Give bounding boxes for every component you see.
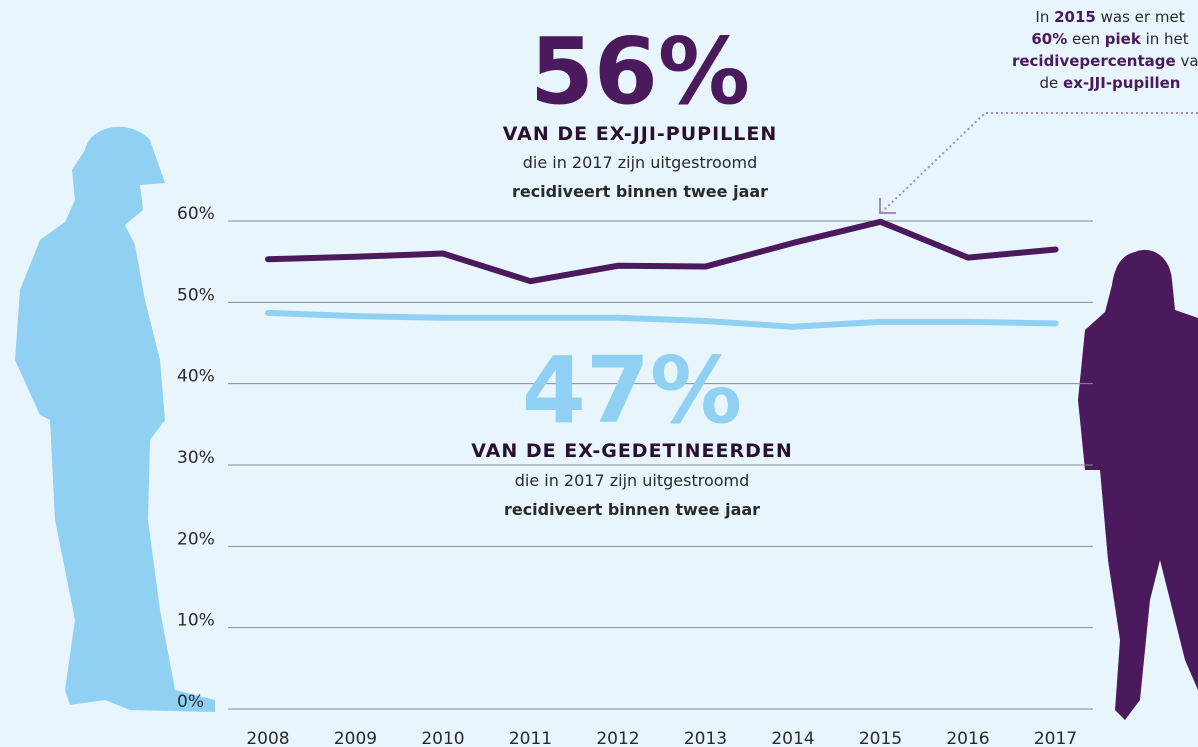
annotation-text: was er met: [1096, 8, 1185, 26]
x-tick-label: 2017: [1034, 729, 1077, 747]
callout-heading: VAN DE EX-JJI-PUPILLEN: [503, 123, 778, 145]
callout-line: die in 2017 zijn uitgestroomd: [523, 153, 758, 172]
x-tick-label: 2016: [946, 729, 989, 747]
annotation-text: van: [1176, 52, 1198, 70]
y-tick-label: 40%: [177, 367, 215, 387]
y-tick-label: 0%: [177, 692, 204, 712]
woman-silhouette: [1078, 249, 1198, 721]
x-tick-label: 2015: [859, 729, 902, 747]
y-tick-label: 20%: [177, 529, 215, 549]
x-tick-label: 2011: [509, 729, 552, 747]
x-tick-label: 2009: [334, 729, 377, 747]
annotation-text: ex-JJI-pupillen: [1063, 74, 1180, 92]
annotation-text: de: [1039, 74, 1063, 92]
annotation-arrow: [881, 112, 1198, 213]
callout-line: recidiveert binnen twee jaar: [504, 500, 760, 519]
callout-number: 47%: [522, 337, 742, 444]
annotation-line: 60% een piek in het: [1031, 30, 1188, 48]
x-tick-label: 2013: [684, 729, 727, 747]
annotation-text: een: [1067, 30, 1105, 48]
y-tick-label: 10%: [177, 611, 215, 631]
data-line: [265, 309, 1059, 330]
y-tick-label: 30%: [177, 448, 215, 468]
data-line: [265, 218, 1059, 285]
annotation-arrowhead: [879, 198, 896, 214]
annotation-text: piek: [1105, 30, 1142, 48]
callout-line: die in 2017 zijn uitgestroomd: [515, 471, 750, 490]
callout-line: recidiveert binnen twee jaar: [512, 182, 768, 201]
annotation-text: 2015: [1054, 8, 1096, 26]
x-tick-label: 2012: [596, 729, 639, 747]
x-tick-label: 2010: [421, 729, 464, 747]
x-tick-label: 2008: [246, 729, 289, 747]
annotation-text: recidivepercentage: [1012, 52, 1176, 70]
callout-heading: VAN DE EX-GEDETINEERDEN: [471, 440, 792, 462]
x-tick-label: 2014: [771, 729, 814, 747]
y-tick-label: 50%: [177, 285, 215, 305]
annotation-text: 60%: [1031, 30, 1067, 48]
y-tick-label: 60%: [177, 204, 215, 224]
annotation-line: de ex-JJI-pupillen: [1039, 74, 1180, 92]
annotation-line: In 2015 was er met: [1035, 8, 1184, 26]
man-silhouette: [15, 126, 215, 713]
callout-number: 56%: [530, 18, 750, 125]
annotation-text: in het: [1141, 30, 1189, 48]
annotation-text: In: [1035, 8, 1054, 26]
annotation-line: recidivepercentage van: [1012, 52, 1198, 70]
